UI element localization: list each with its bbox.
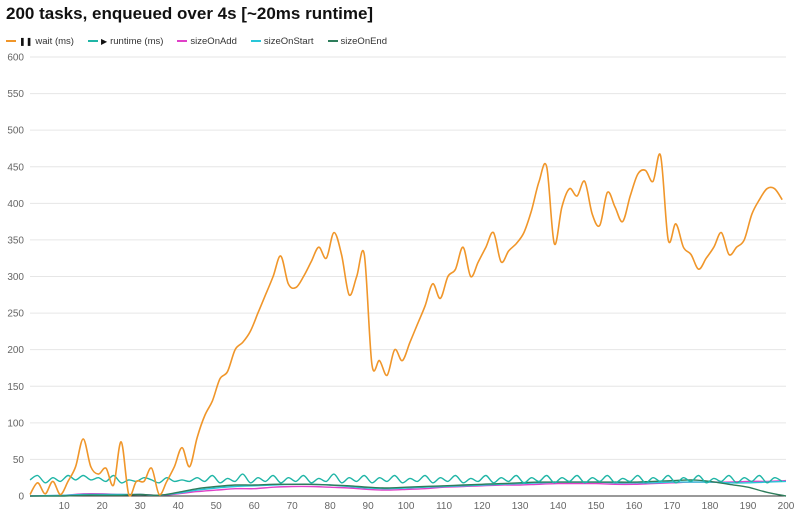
y-tick-label-50: 50: [13, 455, 25, 466]
y-tick-label-0: 0: [18, 492, 24, 503]
y-tick-label-500: 500: [7, 126, 24, 137]
y-tick-label-100: 100: [7, 418, 24, 429]
chart-legend: ❚❚ wait (ms) ▶ runtime (ms) sizeOnAdd si…: [6, 34, 401, 48]
legend-label-runtime: runtime (ms): [110, 35, 164, 47]
legend-item-sizeonstart[interactable]: sizeOnStart: [250, 35, 314, 47]
y-tick-label-600: 600: [7, 53, 24, 64]
x-tick-label-40: 40: [173, 501, 185, 512]
legend-swatch-sizeonend: [327, 40, 338, 42]
legend-swatch-runtime: [87, 40, 98, 42]
y-tick-label-300: 300: [7, 272, 24, 283]
x-tick-label-150: 150: [588, 501, 605, 512]
legend-swatch-wait: [6, 40, 16, 42]
x-tick-label-140: 140: [550, 501, 567, 512]
x-tick-label-190: 190: [740, 501, 757, 512]
y-tick-label-550: 550: [7, 89, 24, 100]
x-tick-label-60: 60: [249, 501, 261, 512]
x-tick-label-180: 180: [702, 501, 719, 512]
x-tick-label-200: 200: [778, 501, 795, 512]
y-tick-label-350: 350: [7, 235, 24, 246]
y-tick-label-150: 150: [7, 382, 24, 393]
series-line-wait: [29, 153, 783, 497]
legend-item-sizeonend[interactable]: sizeOnEnd: [327, 35, 388, 47]
legend-item-sizeonadd[interactable]: sizeOnAdd: [177, 35, 237, 47]
legend-label-sizeonadd: sizeOnAdd: [190, 35, 237, 47]
x-tick-label-170: 170: [664, 501, 681, 512]
x-tick-label-90: 90: [363, 501, 375, 512]
legend-label-wait: wait (ms): [35, 35, 74, 47]
play-icon[interactable]: ▶: [100, 36, 108, 46]
legend-item-wait[interactable]: ❚❚ wait (ms): [6, 36, 74, 47]
x-tick-label-30: 30: [135, 501, 147, 512]
x-tick-label-50: 50: [211, 501, 223, 512]
y-tick-label-400: 400: [7, 199, 24, 210]
x-tick-label-120: 120: [474, 501, 491, 512]
x-tick-label-20: 20: [97, 501, 109, 512]
x-tick-label-110: 110: [436, 501, 452, 512]
x-tick-label-100: 100: [398, 501, 415, 512]
x-tick-label-70: 70: [287, 501, 299, 512]
legend-label-sizeonend: sizeOnEnd: [340, 35, 388, 47]
pause-icon[interactable]: ❚❚: [19, 36, 33, 46]
legend-label-sizeonstart: sizeOnStart: [263, 35, 314, 47]
x-tick-label-160: 160: [626, 501, 643, 512]
legend-swatch-sizeonadd: [177, 40, 188, 42]
legend-swatch-sizeonstart: [250, 40, 261, 42]
chart-title: 200 tasks, enqueued over 4s [~20ms runti…: [6, 4, 374, 23]
y-tick-label-250: 250: [7, 309, 24, 320]
x-tick-label-130: 130: [512, 501, 529, 512]
x-tick-label-80: 80: [325, 501, 337, 512]
x-tick-label-10: 10: [59, 501, 71, 512]
y-tick-label-450: 450: [7, 162, 24, 173]
y-tick-label-200: 200: [7, 345, 24, 356]
legend-item-runtime[interactable]: ▶ runtime (ms): [87, 35, 164, 47]
